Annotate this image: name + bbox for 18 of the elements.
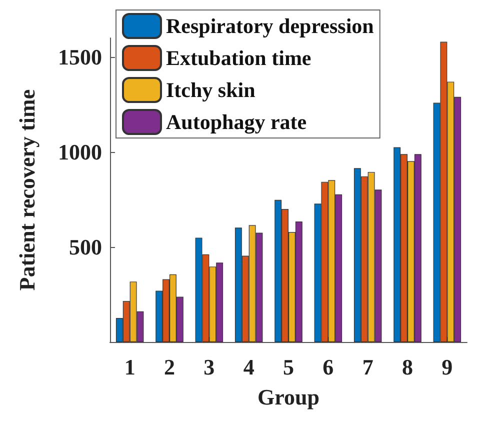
- x-tick-label: 8: [402, 354, 413, 380]
- legend-label: Autophagy rate: [166, 110, 307, 134]
- y-tick-label: 1500: [58, 44, 102, 70]
- x-tick-label: 3: [204, 354, 215, 380]
- x-tick-label: 4: [243, 354, 254, 380]
- legend-label: Extubation time: [166, 46, 312, 70]
- legend-label: Itchy skin: [166, 78, 256, 102]
- x-tick-label: 9: [442, 354, 453, 380]
- y-tick-label: 500: [69, 234, 102, 260]
- x-tick-label: 1: [124, 354, 136, 380]
- x-axis-title: Group: [258, 384, 320, 410]
- x-tick-label: 5: [283, 354, 294, 380]
- x-tick-label: 7: [362, 354, 374, 380]
- x-tick-label: 2: [164, 354, 175, 380]
- x-tick-label: 6: [322, 354, 334, 380]
- y-tick-label: 1000: [58, 140, 102, 164]
- legend-label: Respiratory depression: [166, 14, 374, 38]
- y-axis-title: Patient recovery time: [14, 89, 40, 291]
